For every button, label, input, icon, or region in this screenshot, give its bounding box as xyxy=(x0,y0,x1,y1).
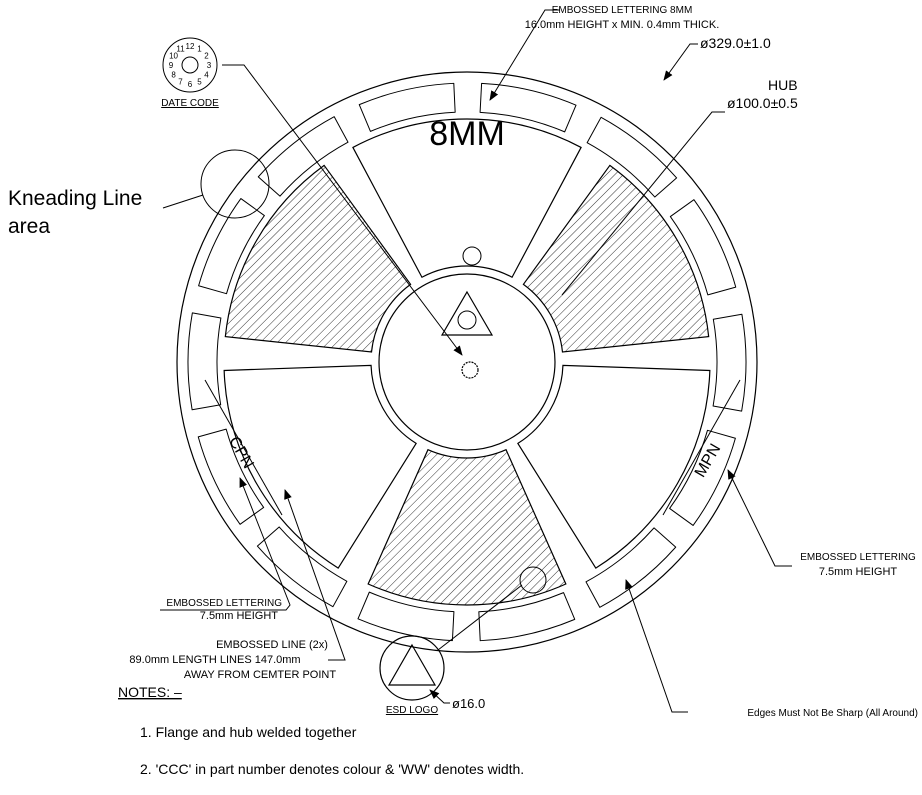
esd-label: ESD LOGO xyxy=(386,705,438,716)
dial-number: 7 xyxy=(178,77,183,86)
leader xyxy=(160,478,290,610)
left-lettering: 7.5mm HEIGHT xyxy=(200,610,279,622)
leader xyxy=(664,44,698,80)
dial-number: 8 xyxy=(171,71,176,80)
width-marking: 8MM xyxy=(429,115,505,153)
embossed-line-note: AWAY FROM CEMTER POINT xyxy=(184,669,336,681)
top-note: EMBOSSED LETTERING 8MM xyxy=(552,5,693,16)
date-dial-center xyxy=(182,57,198,73)
hub-center xyxy=(458,311,476,329)
window xyxy=(224,365,416,568)
dial-number: 1 xyxy=(197,45,202,54)
dial-number: 11 xyxy=(176,45,185,54)
date-dial-small xyxy=(462,362,478,378)
embossed-line-note: 89.0mm LENGTH LINES 147.0mm xyxy=(129,654,300,666)
dial-number: 5 xyxy=(197,77,202,86)
left-lettering: EMBOSSED LETTERING xyxy=(166,598,282,609)
dial-number: 12 xyxy=(186,42,195,51)
dial-number: 6 xyxy=(188,80,193,89)
kneading-text: Kneading Line xyxy=(8,187,142,210)
reel xyxy=(177,72,757,652)
ring-slot xyxy=(713,314,746,411)
hatched-window xyxy=(225,165,410,352)
ring-slot xyxy=(188,313,221,410)
embossed-line xyxy=(663,380,740,515)
hub-label: HUB xyxy=(768,77,798,93)
hatched-window xyxy=(523,165,708,352)
right-lettering: EMBOSSED LETTERING xyxy=(800,552,916,563)
leader xyxy=(626,580,688,712)
edges-note: Edges Must Not Be Sharp (All Around) xyxy=(747,708,918,719)
esd-symbol xyxy=(389,645,435,685)
flange-diameter: ø329.0±1.0 xyxy=(700,35,771,51)
recycle-symbol xyxy=(463,247,481,265)
top-note: 16.0mm HEIGHT x MIN. 0.4mm THICK. xyxy=(525,19,720,31)
window xyxy=(518,365,710,568)
cpn-text: CPN xyxy=(225,434,257,472)
notes-title: NOTES: – xyxy=(118,684,182,700)
embossed-line-note: EMBOSSED LINE (2x) xyxy=(216,639,328,651)
page: {"top_note": {"line1": "EMBOSSED LETTERI… xyxy=(0,0,922,795)
hub-diameter: ø100.0±0.5 xyxy=(727,95,798,111)
note: 1. Flange and hub welded together xyxy=(140,724,357,740)
esd-diameter: ø16.0 xyxy=(452,696,485,711)
dial-number: 4 xyxy=(204,71,209,80)
kneading-text: area xyxy=(8,215,50,238)
leader xyxy=(728,470,792,566)
date-code-label: DATE CODE xyxy=(161,98,219,109)
note: 2. 'CCC' in part number denotes colour &… xyxy=(140,761,524,777)
dial-number: 9 xyxy=(169,61,174,70)
dial-number: 2 xyxy=(204,52,209,61)
right-lettering: 7.5mm HEIGHT xyxy=(819,566,898,578)
dial-number: 3 xyxy=(207,61,212,70)
drawing: EMBOSSED LETTERING 8MM 16.0mm HEIGHT x M… xyxy=(0,0,922,795)
leader xyxy=(163,195,203,208)
